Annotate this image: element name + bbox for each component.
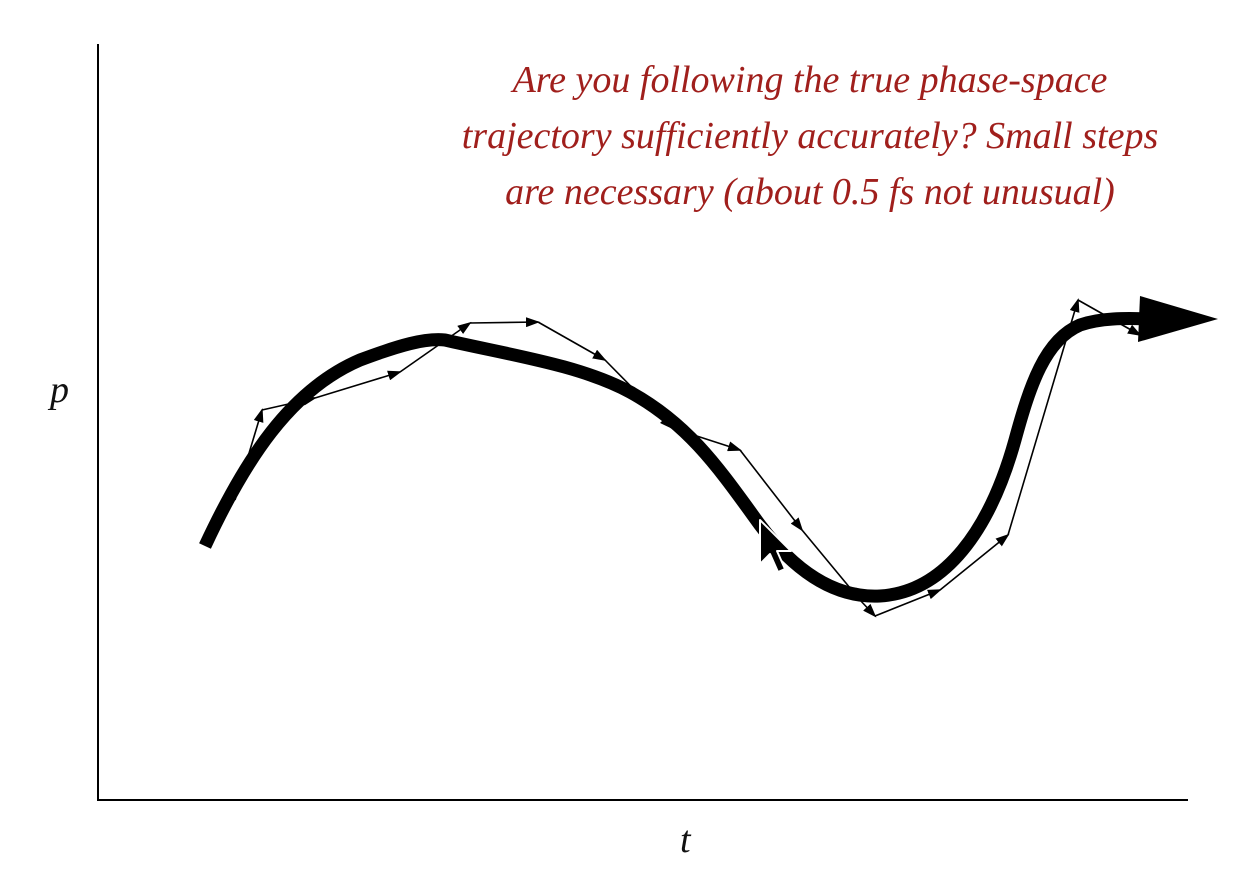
step-arrow bbox=[859, 599, 877, 618]
step-arrow bbox=[671, 427, 742, 452]
integration-steps bbox=[234, 298, 1142, 618]
step-arrow bbox=[1007, 298, 1080, 536]
step-arrow bbox=[314, 370, 402, 399]
step-arrow bbox=[399, 321, 472, 373]
step-arrow bbox=[604, 359, 674, 430]
caption-line-1: Are you following the true phase-space bbox=[512, 59, 1108, 101]
mouse-pointer-icon bbox=[759, 519, 792, 573]
step-arrow bbox=[874, 589, 942, 617]
step-arrow bbox=[261, 395, 317, 411]
true-trajectory-curve bbox=[199, 312, 1151, 603]
x-axis-label: t bbox=[680, 819, 691, 861]
caption-line-3: are necessary (about 0.5 fs not unusual) bbox=[505, 171, 1115, 213]
step-arrow bbox=[537, 321, 607, 361]
step-arrow bbox=[739, 449, 804, 532]
step-arrow bbox=[801, 529, 862, 602]
y-axis-label: p bbox=[50, 369, 69, 411]
trajectory-arrowhead bbox=[1138, 296, 1218, 342]
step-arrow bbox=[939, 533, 1010, 591]
step-arrow bbox=[234, 408, 264, 501]
step-arrow bbox=[1077, 299, 1142, 336]
caption-line-2: trajectory sufficiently accurately? Smal… bbox=[461, 115, 1159, 157]
step-arrow bbox=[469, 317, 540, 328]
caption: Are you following the true phase-space t… bbox=[380, 52, 1240, 220]
